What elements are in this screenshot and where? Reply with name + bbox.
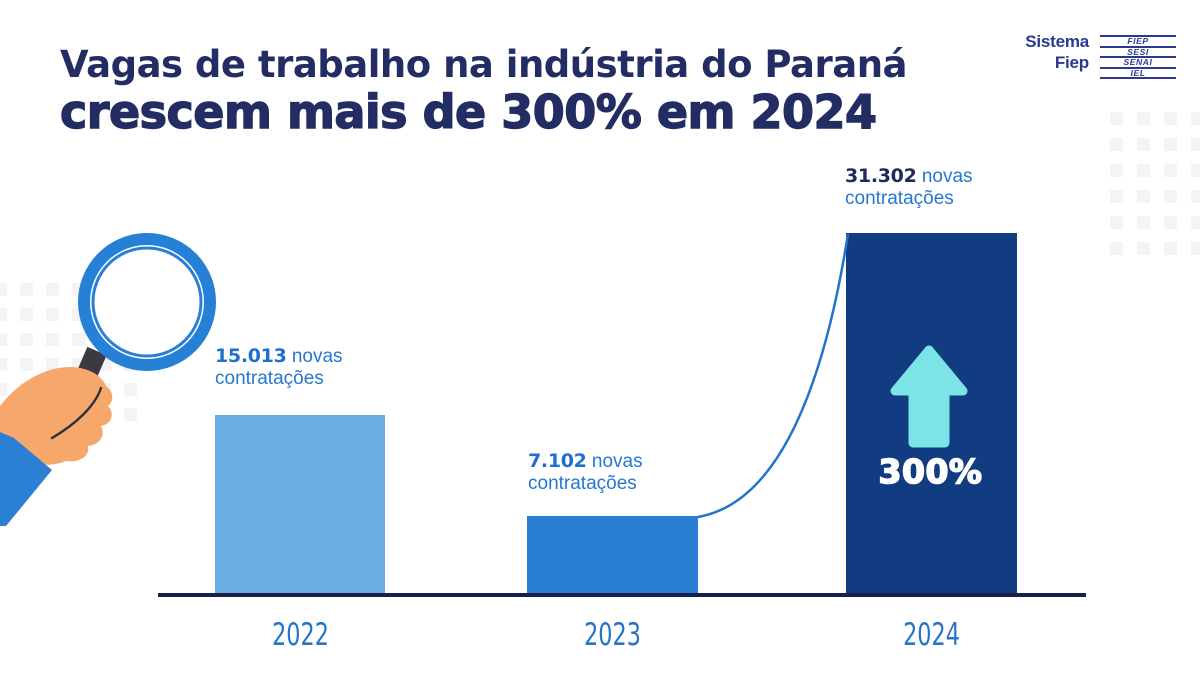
value-label-2022: 15.013 novas contratações xyxy=(215,345,385,389)
value-number-2022: 15.013 xyxy=(215,345,287,367)
dot-grid-pattern-right xyxy=(1110,112,1200,256)
bar-2024 xyxy=(846,233,1017,595)
value-number-2023: 7.102 xyxy=(528,450,587,472)
value-label-2023: 7.102 novas contratações xyxy=(528,450,698,494)
logo-entities-list: FIEP SESI SENAI IEL xyxy=(1100,35,1176,80)
logo-entity-senai: SENAI xyxy=(1100,58,1176,69)
bar-2023 xyxy=(527,516,698,595)
x-axis-line xyxy=(158,593,1086,597)
logo-entity-fiep: FIEP xyxy=(1100,37,1176,48)
sleeve-shape xyxy=(0,432,52,526)
value-caption-2022: novas contratações xyxy=(215,346,343,389)
title-line-1: Vagas de trabalho na indústria do Paraná xyxy=(60,43,908,86)
hand-illustration xyxy=(0,366,113,465)
logo-brand-text: Sistema Fiep xyxy=(1025,31,1089,73)
logo-brand-bottom: Fiep xyxy=(1054,53,1089,72)
logo-brand-top: Sistema xyxy=(1025,32,1089,51)
page-title: Vagas de trabalho na indústria do Paraná… xyxy=(59,43,908,140)
value-number-2024: 31.302 xyxy=(845,165,917,187)
value-caption-2024: novas contratações xyxy=(845,166,973,209)
year-label-2023: 2023 xyxy=(584,617,641,653)
sistema-fiep-logo: Sistema Fiep FIEP SESI SENAI IEL xyxy=(1025,31,1176,80)
year-label-2022: 2022 xyxy=(272,617,329,653)
growth-curve xyxy=(697,233,850,519)
growth-percent-label: 300% xyxy=(878,451,983,492)
title-line-2: crescem mais de 300% em 2024 xyxy=(59,85,877,140)
magnifier-ring-inner xyxy=(91,246,203,358)
bar-2022 xyxy=(215,415,385,595)
year-label-2024: 2024 xyxy=(903,617,960,653)
value-caption-2023: novas contratações xyxy=(528,451,643,494)
hand-finger-crease xyxy=(50,386,103,440)
logo-entity-iel: IEL xyxy=(1100,69,1176,80)
value-label-2024: 31.302 novas contratações xyxy=(845,165,1015,209)
magnifier-ring-outer xyxy=(78,233,216,371)
logo-entity-sesi: SESI xyxy=(1100,47,1176,59)
magnifying-glass-hand-illustration xyxy=(0,233,216,526)
